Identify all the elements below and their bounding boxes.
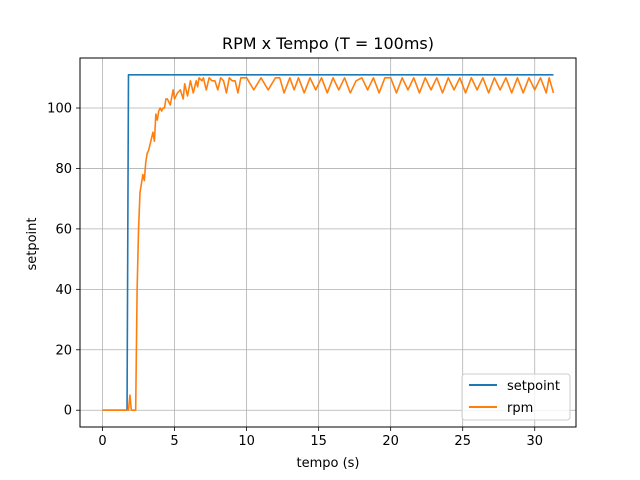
x-tick-label: 25 (454, 434, 471, 449)
legend-label-setpoint: setpoint (507, 379, 560, 394)
x-tick-label: 20 (382, 434, 399, 449)
y-tick-label: 60 (55, 222, 72, 237)
chart-title: RPM x Tempo (T = 100ms) (222, 34, 434, 53)
data-series (102, 73, 555, 412)
x-tick-label: 0 (98, 434, 106, 449)
axis-ticks: 0 5 10 15 20 25 30 0 20 40 60 80 100 (47, 102, 543, 449)
grid-lines (80, 58, 576, 427)
y-tick-label: 0 (64, 404, 72, 419)
series-line-rpm (102, 76, 555, 412)
legend: setpoint rpm (461, 373, 571, 421)
x-tick-label: 10 (238, 434, 255, 449)
axes-frame (79, 57, 577, 428)
x-tick-label: 30 (526, 434, 543, 449)
legend-label-rpm: rpm (507, 401, 533, 416)
y-tick-label: 100 (47, 102, 72, 117)
y-axis-label: setpoint (25, 217, 40, 270)
x-tick-label: 15 (310, 434, 327, 449)
x-tick-label: 5 (170, 434, 178, 449)
x-axis-label: tempo (s) (296, 456, 359, 471)
y-tick-label: 40 (55, 283, 72, 298)
y-tick-label: 80 (55, 162, 72, 177)
y-tick-label: 20 (55, 343, 72, 358)
